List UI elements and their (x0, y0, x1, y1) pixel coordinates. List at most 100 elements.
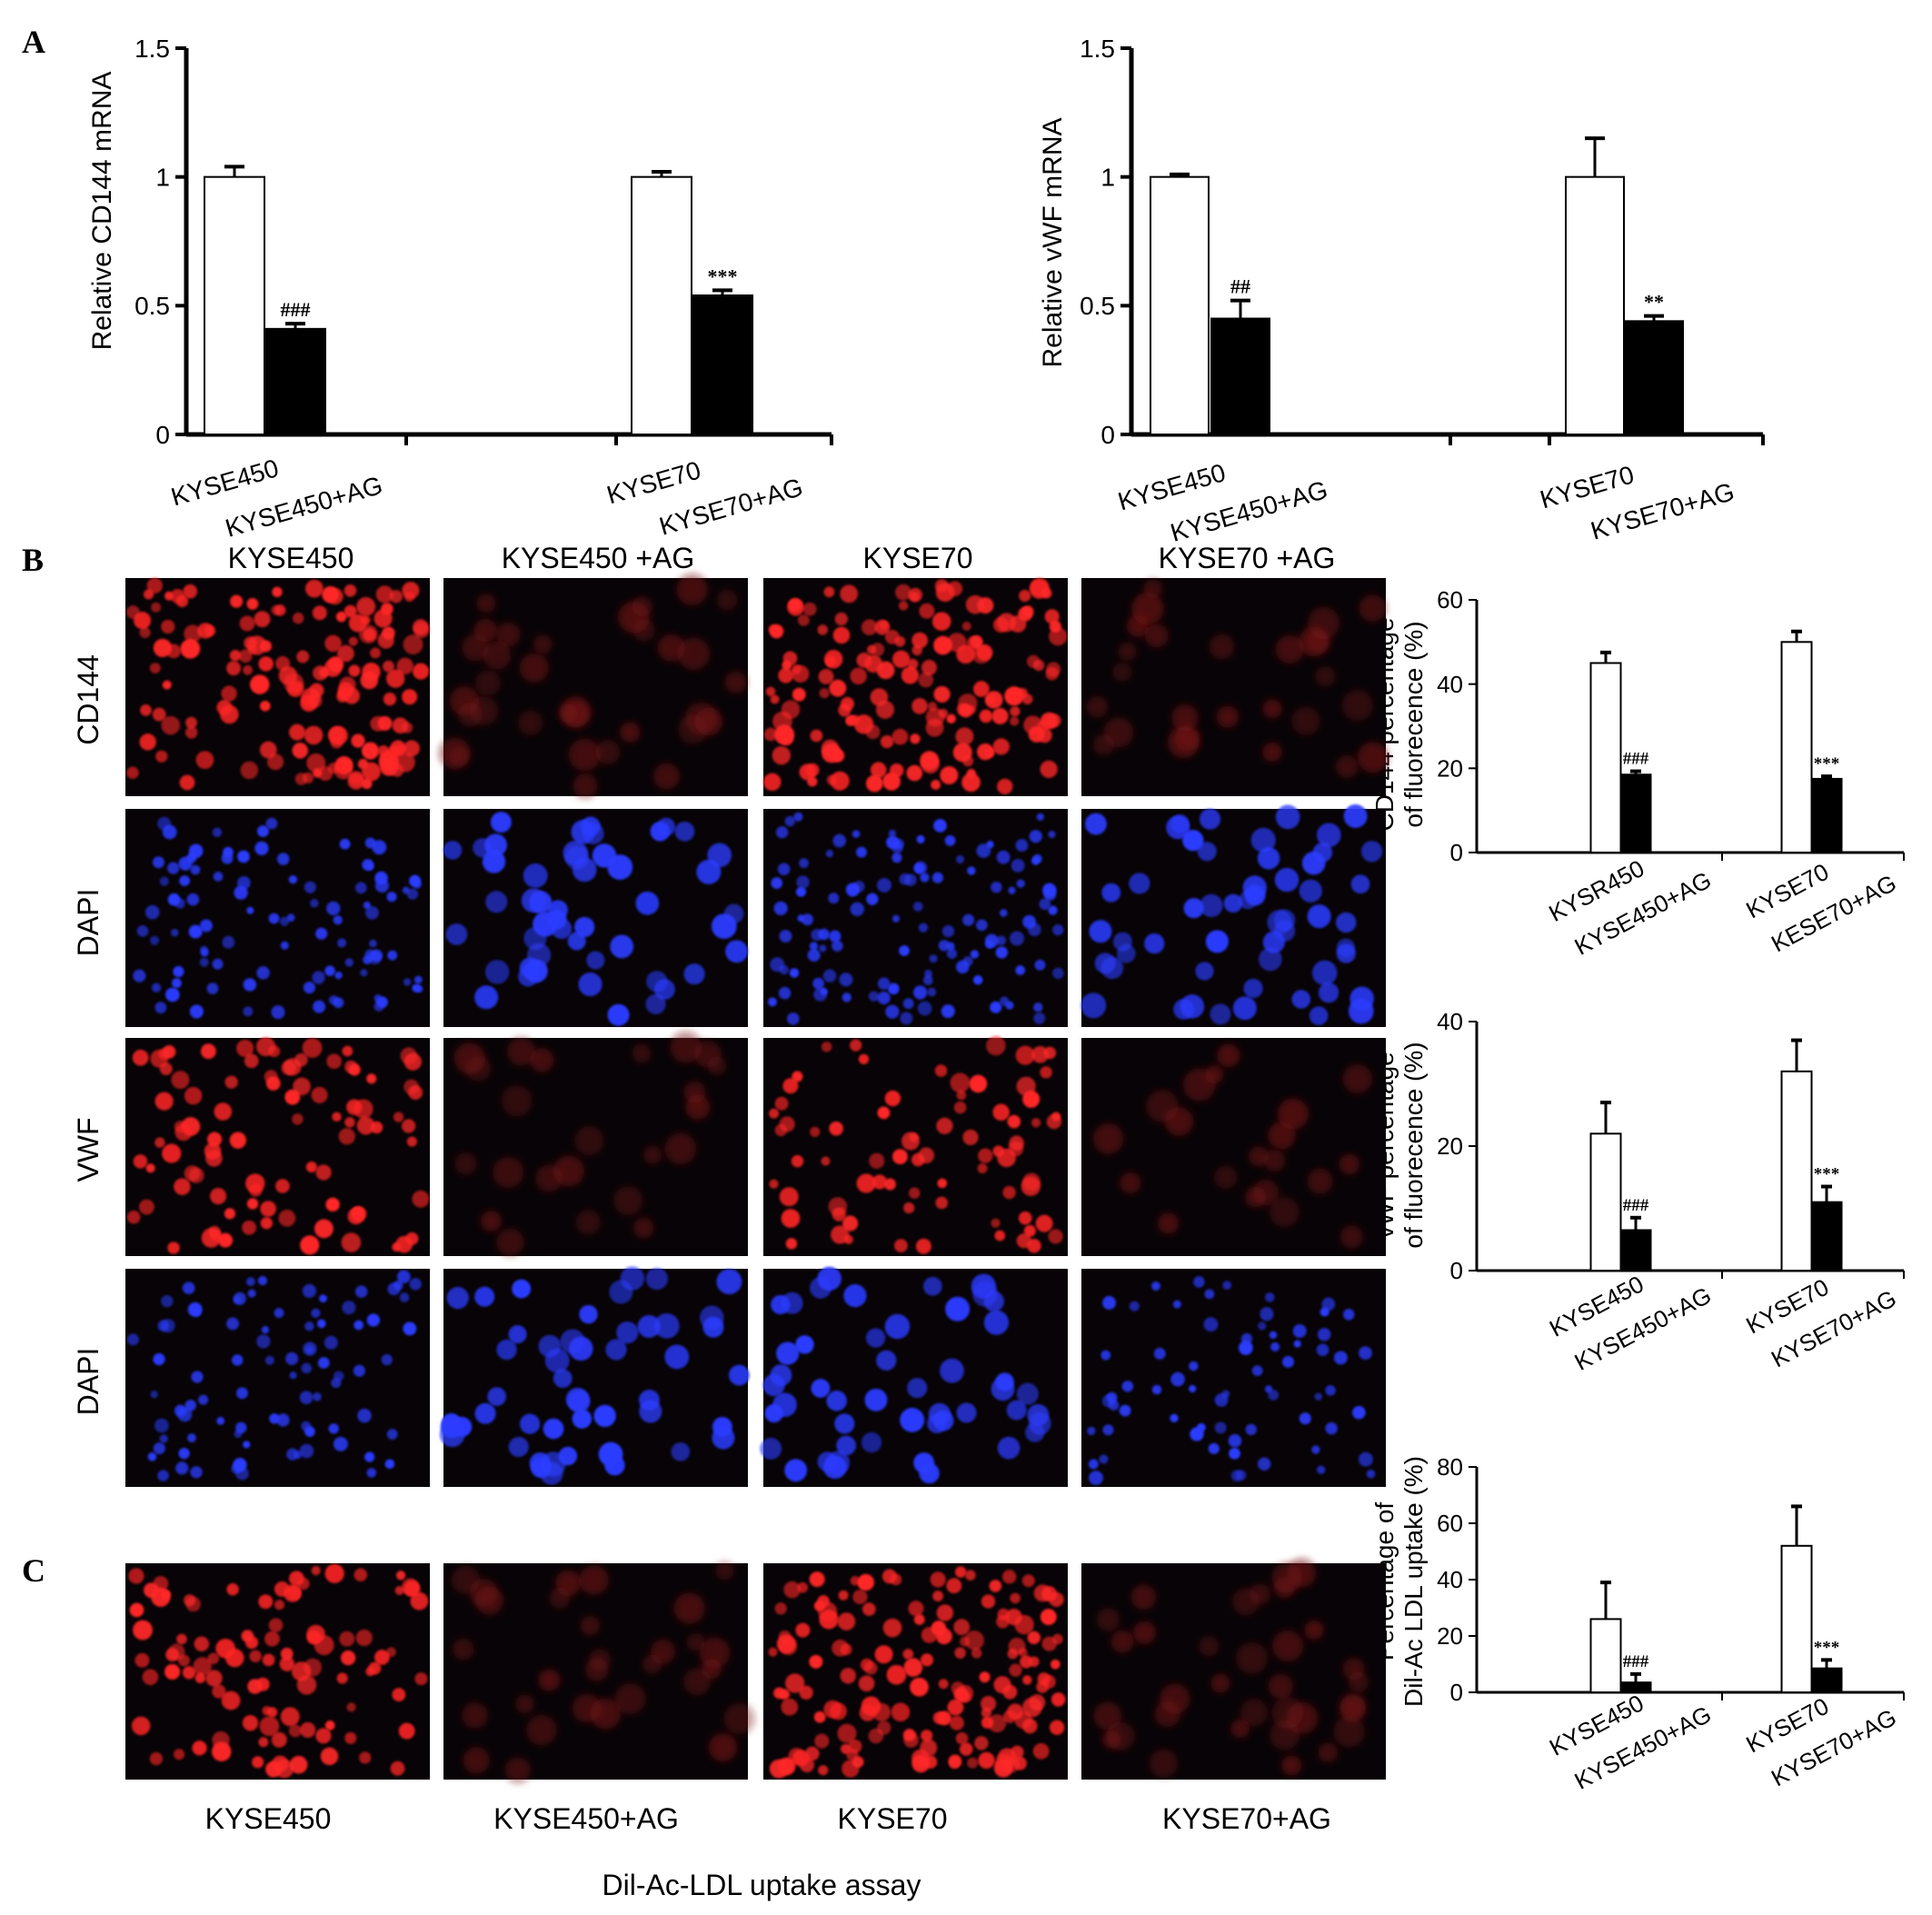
cell (214, 1102, 233, 1121)
cell (474, 985, 499, 1010)
cell (162, 1044, 176, 1059)
cell (146, 577, 163, 594)
cell (774, 724, 795, 745)
cell (365, 905, 379, 920)
cell (955, 1731, 969, 1745)
cell (1119, 1404, 1131, 1417)
cell (1366, 1469, 1376, 1479)
cell (1010, 706, 1021, 717)
micro-row-label-vwf: VWF (72, 1117, 105, 1182)
cell (856, 1173, 876, 1193)
cell (876, 877, 891, 893)
cell (1341, 689, 1373, 722)
cell (883, 1178, 896, 1191)
cell (317, 1357, 330, 1369)
cell (994, 1230, 1006, 1242)
cell (861, 1431, 882, 1453)
cell (207, 1652, 220, 1665)
bar (204, 175, 265, 436)
cell (1333, 1715, 1365, 1748)
cell (874, 619, 891, 635)
cell (153, 1576, 169, 1591)
cell (1232, 996, 1257, 1021)
cell (917, 1001, 932, 1016)
cell (410, 1591, 429, 1611)
cell (1335, 912, 1357, 933)
cell (1010, 931, 1024, 946)
cell (915, 1238, 931, 1254)
cell (240, 761, 259, 780)
cell (955, 854, 965, 864)
cell (235, 1421, 247, 1434)
cell (920, 1653, 934, 1667)
cell (1016, 1382, 1039, 1405)
cell (1051, 1692, 1066, 1707)
cell (551, 918, 573, 940)
cell (153, 1352, 165, 1366)
cell (1143, 579, 1163, 599)
c-label-kyse70: KYSE70 (838, 1802, 948, 1835)
cell (400, 1047, 418, 1064)
cell (865, 774, 883, 793)
cell (1106, 1391, 1118, 1403)
cell (553, 1155, 585, 1187)
cell (289, 723, 305, 741)
cell (279, 1656, 295, 1671)
cell (912, 902, 923, 912)
cell (233, 1457, 247, 1472)
cell (959, 1742, 973, 1756)
cell (360, 671, 379, 690)
cell (508, 1436, 529, 1458)
significance-label: *** (1814, 1165, 1840, 1184)
cell (178, 1447, 190, 1460)
cell (568, 1390, 591, 1413)
cell (936, 1117, 953, 1134)
cell (257, 1275, 268, 1286)
cell (989, 1580, 1002, 1592)
cell (386, 892, 397, 903)
cell (773, 901, 788, 915)
cell (840, 696, 854, 711)
cell (616, 1321, 639, 1344)
cell (992, 738, 1010, 755)
cell (258, 1737, 269, 1748)
cell (1318, 982, 1339, 1003)
cell (913, 1614, 925, 1625)
cell (340, 1650, 356, 1666)
cell (877, 977, 891, 990)
cell (645, 993, 666, 1014)
cell (701, 1659, 722, 1680)
cell (476, 593, 496, 613)
cell (1018, 1648, 1028, 1658)
cell (383, 693, 397, 706)
cell (1274, 867, 1300, 893)
cell (856, 652, 872, 668)
cell (792, 664, 810, 683)
cell (980, 1695, 997, 1712)
cell (180, 638, 201, 659)
cell (229, 1132, 247, 1149)
cell (911, 632, 929, 649)
c-label-kyse450-ag: KYSE450+AG (493, 1802, 679, 1835)
cell (1271, 1562, 1302, 1593)
cell (777, 863, 791, 876)
cell (911, 1754, 931, 1773)
cell (161, 619, 175, 634)
cell (515, 1694, 535, 1714)
cell (821, 1156, 831, 1166)
cell (836, 1435, 856, 1456)
cell (128, 1568, 144, 1584)
cell (402, 722, 413, 733)
cell (541, 1451, 566, 1477)
cell (1039, 898, 1051, 911)
cell (271, 1005, 285, 1020)
cell (1036, 813, 1044, 822)
y-tick-label: 0 (155, 421, 170, 449)
cell (762, 1373, 785, 1397)
cell (850, 902, 864, 916)
cell (889, 763, 904, 778)
cell (918, 923, 929, 933)
cell (152, 856, 164, 869)
cell (312, 605, 327, 621)
